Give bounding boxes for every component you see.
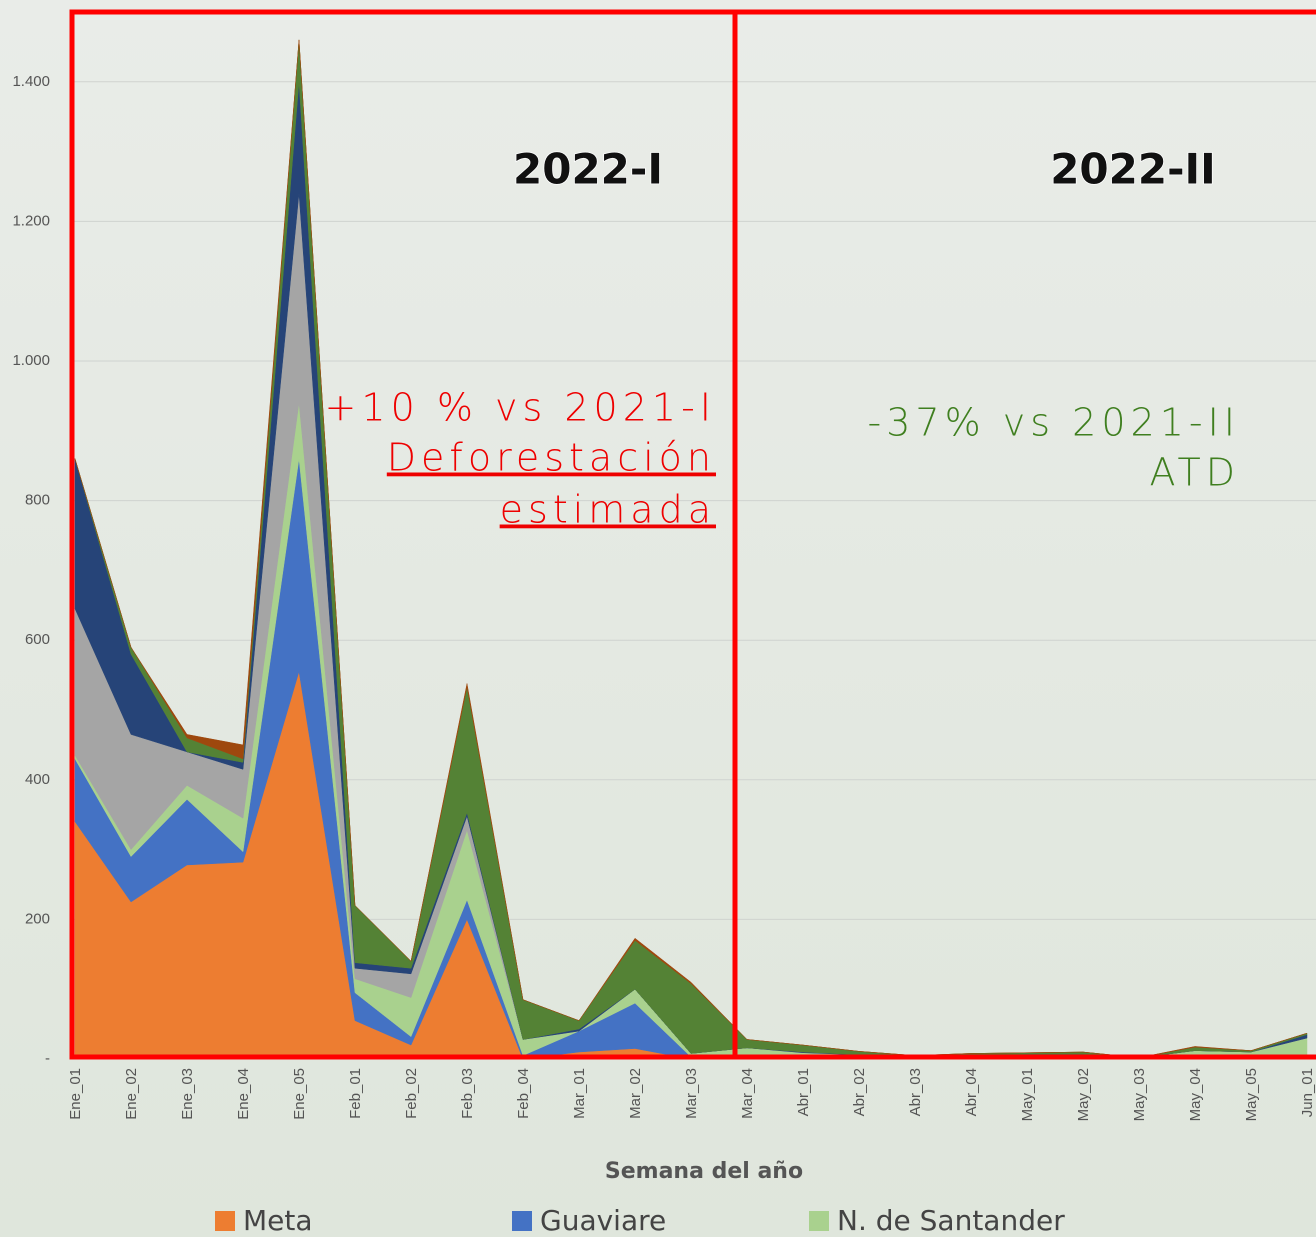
- x-tick-label: May_05: [1243, 1068, 1260, 1121]
- period-label: 2022-I: [513, 145, 663, 194]
- x-tick-label: May_01: [1019, 1068, 1036, 1121]
- x-tick-label: Abr_03: [907, 1068, 924, 1116]
- x-tick-label: Abr_01: [795, 1068, 812, 1116]
- x-tick-label: Mar_01: [571, 1068, 588, 1119]
- y-tick-label: -: [45, 1050, 50, 1067]
- y-tick-label: 1.000: [12, 352, 50, 369]
- legend-label: Meta: [243, 1204, 313, 1237]
- y-tick-label: 800: [25, 492, 50, 509]
- x-tick-label: Feb_02: [403, 1068, 420, 1119]
- y-tick-label: 200: [25, 910, 50, 927]
- annotation: -37% vs 2021-II: [868, 401, 1240, 445]
- period-box: [732, 9, 1316, 1060]
- x-tick-label: Mar_04: [739, 1068, 756, 1119]
- y-tick-label: 1.400: [12, 73, 50, 90]
- x-tick-label: Mar_02: [627, 1068, 644, 1119]
- annotation: Deforestación: [387, 436, 716, 480]
- y-tick-label: 400: [25, 771, 50, 788]
- annotation: ATD: [1149, 451, 1240, 495]
- x-tick-label: Ene_03: [179, 1068, 196, 1120]
- x-tick-label: Abr_04: [963, 1068, 980, 1116]
- x-tick-label: Feb_01: [347, 1068, 364, 1119]
- y-tick-label: 600: [25, 631, 50, 648]
- x-tick-label: May_03: [1131, 1068, 1148, 1121]
- annotation: +10 % vs 2021-I: [325, 386, 716, 430]
- x-tick-label: Mar_03: [683, 1068, 700, 1119]
- legend-label: N. de Santander: [837, 1204, 1065, 1237]
- x-axis-title: Semana del año: [605, 1159, 803, 1184]
- x-tick-label: Ene_01: [67, 1068, 84, 1120]
- annotation: estimada: [500, 488, 716, 532]
- x-tick-label: Ene_04: [235, 1068, 252, 1120]
- x-tick-label: May_04: [1187, 1068, 1204, 1121]
- x-tick-label: Ene_05: [291, 1068, 308, 1120]
- period-label: 2022-II: [1050, 145, 1216, 194]
- legend-swatch: [215, 1211, 235, 1231]
- x-tick-label: Feb_04: [515, 1068, 532, 1119]
- x-tick-label: Feb_03: [459, 1068, 476, 1119]
- legend-label: Guaviare: [540, 1204, 666, 1237]
- y-tick-label: 1.200: [12, 212, 50, 229]
- x-tick-label: May_02: [1075, 1068, 1092, 1121]
- legend-swatch: [809, 1211, 829, 1231]
- x-tick-label: Ene_02: [123, 1068, 140, 1120]
- x-tick-label: Abr_02: [851, 1068, 868, 1116]
- x-tick-label: Jun_01: [1299, 1068, 1316, 1117]
- legend-swatch: [512, 1211, 532, 1231]
